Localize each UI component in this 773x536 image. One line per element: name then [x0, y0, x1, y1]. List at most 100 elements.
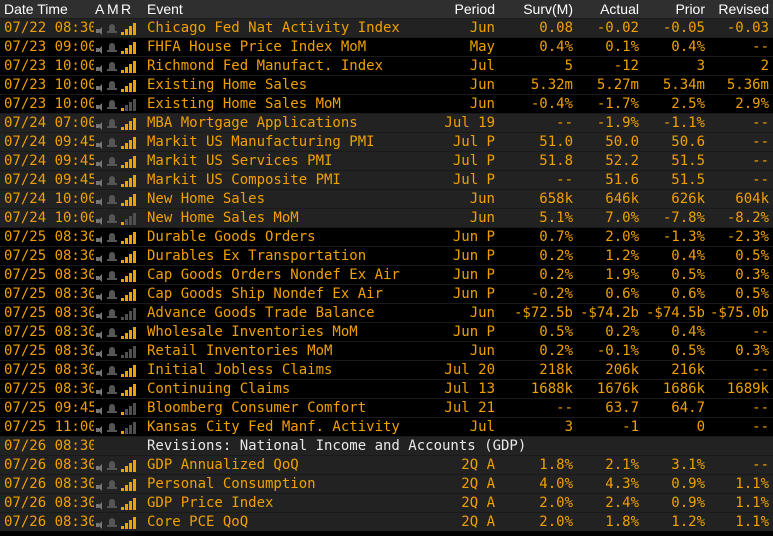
table-row[interactable]: 07/25 08:30 Continuing Claims Jul 13 1688k 1… — [0, 379, 773, 398]
col-prior[interactable]: Prior — [675, 1, 705, 17]
table-row[interactable]: 07/24 10:00 New Home Sales Jun 658k 646k 626k… — [0, 189, 773, 208]
speaker-icon[interactable] — [95, 285, 107, 304]
col-alert[interactable]: A — [95, 1, 105, 17]
speaker-icon[interactable] — [95, 380, 107, 399]
row-event[interactable]: MBA Mortgage Applications — [147, 115, 358, 131]
table-row[interactable]: 07/23 10:00 Richmond Fed Manufact. Index J… — [0, 56, 773, 75]
bell-icon[interactable] — [107, 76, 119, 95]
speaker-icon[interactable] — [95, 266, 107, 285]
bell-icon[interactable] — [107, 399, 119, 418]
table-row[interactable]: 07/25 08:30 Advance Goods Trade Balance Ju… — [0, 303, 773, 322]
table-row[interactable]: 07/25 08:30 Cap Goods Orders Nondef Ex Ai… — [0, 265, 773, 284]
table-row[interactable]: 07/22 08:30 Chicago Fed Nat Activity Inde… — [0, 18, 773, 37]
row-event[interactable]: GDP Price Index — [147, 495, 274, 511]
table-row[interactable]: 07/24 10:00 New Home Sales MoM Jun 5.1% 7.0%… — [0, 208, 773, 227]
table-row[interactable]: 07/25 08:30 Wholesale Inventories MoM Jun … — [0, 322, 773, 341]
row-event[interactable]: Core PCE QoQ — [147, 514, 249, 530]
row-event[interactable]: Existing Home Sales MoM — [147, 96, 341, 112]
speaker-icon[interactable] — [95, 513, 107, 532]
speaker-icon[interactable] — [95, 361, 107, 380]
col-relevance[interactable]: R — [121, 1, 132, 17]
table-row[interactable]: 07/26 08:30 GDP Price Index 2Q A 2.0% 2.4% 0.… — [0, 493, 773, 512]
table-row[interactable]: 07/23 10:00 Existing Home Sales MoM Jun -0.… — [0, 94, 773, 113]
table-row[interactable]: 07/23 10:00 Existing Home Sales Jun 5.32m 5.… — [0, 75, 773, 94]
row-event[interactable]: Cap Goods Orders Nondef Ex Air — [147, 267, 400, 283]
speaker-icon[interactable] — [95, 342, 107, 361]
row-event[interactable]: Kansas City Fed Manf. Activity — [147, 419, 400, 435]
speaker-icon[interactable] — [95, 209, 107, 228]
row-event[interactable]: Initial Jobless Claims — [147, 362, 333, 378]
table-row[interactable]: 07/25 08:30 Initial Jobless Claims Jul 20 2… — [0, 360, 773, 379]
bell-icon[interactable] — [107, 190, 119, 209]
table-row[interactable]: 07/25 11:00 Kansas City Fed Manf. Activit… — [0, 417, 773, 436]
speaker-icon[interactable] — [95, 494, 107, 513]
speaker-icon[interactable] — [95, 399, 107, 418]
table-row[interactable]: 07/25 08:30 Cap Goods Ship Nondef Ex Air J… — [0, 284, 773, 303]
table-row[interactable]: 07/26 08:30 GDP Annualized QoQ 2Q A 1.8% 2.1… — [0, 455, 773, 474]
table-row[interactable]: 07/25 09:45 Bloomberg Consumer Comfort Jul… — [0, 398, 773, 417]
table-row[interactable]: 07/24 09:45 Markit US Services PMI Jul P 51… — [0, 151, 773, 170]
bell-icon[interactable] — [107, 209, 119, 228]
bell-icon[interactable] — [107, 475, 119, 494]
bell-icon[interactable] — [107, 228, 119, 247]
row-event[interactable]: Personal Consumption — [147, 476, 316, 492]
speaker-icon[interactable] — [95, 95, 107, 114]
bell-icon[interactable] — [107, 361, 119, 380]
bell-icon[interactable] — [107, 418, 119, 437]
bell-icon[interactable] — [107, 513, 119, 532]
bell-icon[interactable] — [107, 285, 119, 304]
row-event[interactable]: Revisions: National Income and Accounts … — [147, 438, 527, 454]
bell-icon[interactable] — [107, 152, 119, 171]
speaker-icon[interactable] — [95, 418, 107, 437]
table-row[interactable]: 07/24 09:45 Markit US Composite PMI Jul P -… — [0, 170, 773, 189]
col-monitor[interactable]: M — [107, 1, 119, 17]
speaker-icon[interactable] — [95, 152, 107, 171]
bell-icon[interactable] — [107, 95, 119, 114]
bell-icon[interactable] — [107, 494, 119, 513]
table-row[interactable]: 07/25 08:30 Durables Ex Transportation Jun… — [0, 246, 773, 265]
row-event[interactable]: Markit US Manufacturing PMI — [147, 134, 375, 150]
bell-icon[interactable] — [107, 456, 119, 475]
row-event[interactable]: Bloomberg Consumer Comfort — [147, 400, 367, 416]
table-row[interactable]: 07/25 08:30 Retail Inventories MoM Jun 0.2%… — [0, 341, 773, 360]
bell-icon[interactable] — [107, 171, 119, 190]
speaker-icon[interactable] — [95, 247, 107, 266]
table-row[interactable]: 07/24 09:45 Markit US Manufacturing PMI Ju… — [0, 132, 773, 151]
col-revised[interactable]: Revised — [718, 1, 769, 17]
bell-icon[interactable] — [107, 57, 119, 76]
row-event[interactable]: Richmond Fed Manufact. Index — [147, 58, 384, 74]
row-event[interactable]: Chicago Fed Nat Activity Index — [147, 20, 400, 36]
row-event[interactable]: New Home Sales MoM — [147, 210, 299, 226]
bell-icon[interactable] — [107, 247, 119, 266]
bell-icon[interactable] — [107, 114, 119, 133]
table-row[interactable]: 07/26 08:30 Personal Consumption 2Q A 4.0% 4… — [0, 474, 773, 493]
speaker-icon[interactable] — [95, 38, 107, 57]
bell-icon[interactable] — [107, 19, 119, 38]
row-event[interactable]: New Home Sales — [147, 191, 266, 207]
row-event[interactable]: GDP Annualized QoQ — [147, 457, 299, 473]
speaker-icon[interactable] — [95, 133, 107, 152]
speaker-icon[interactable] — [95, 19, 107, 38]
speaker-icon[interactable] — [95, 76, 107, 95]
bell-icon[interactable] — [107, 342, 119, 361]
col-actual[interactable]: Actual — [600, 1, 639, 17]
col-period[interactable]: Period — [454, 1, 495, 17]
bell-icon[interactable] — [107, 38, 119, 57]
table-row[interactable]: 07/23 09:00 FHFA House Price Index MoM May… — [0, 37, 773, 56]
row-event[interactable]: Durable Goods Orders — [147, 229, 316, 245]
speaker-icon[interactable] — [95, 57, 107, 76]
col-survey[interactable]: Surv(M) — [523, 1, 573, 17]
bell-icon[interactable] — [107, 304, 119, 323]
speaker-icon[interactable] — [95, 475, 107, 494]
table-row[interactable]: 07/26 08:30 Core PCE QoQ 2Q A 2.0% 1.8% 1.2% 1… — [0, 512, 773, 531]
speaker-icon[interactable] — [95, 304, 107, 323]
table-row[interactable]: 07/24 07:00 MBA Mortgage Applications Jul … — [0, 113, 773, 132]
speaker-icon[interactable] — [95, 323, 107, 342]
row-event[interactable]: Existing Home Sales — [147, 77, 308, 93]
row-event[interactable]: Markit US Services PMI — [147, 153, 333, 169]
speaker-icon[interactable] — [95, 114, 107, 133]
row-event[interactable]: Durables Ex Transportation — [147, 248, 367, 264]
bell-icon[interactable] — [107, 323, 119, 342]
table-row[interactable]: 07/25 08:30 Durable Goods Orders Jun P 0.7%… — [0, 227, 773, 246]
row-event[interactable]: Wholesale Inventories MoM — [147, 324, 358, 340]
